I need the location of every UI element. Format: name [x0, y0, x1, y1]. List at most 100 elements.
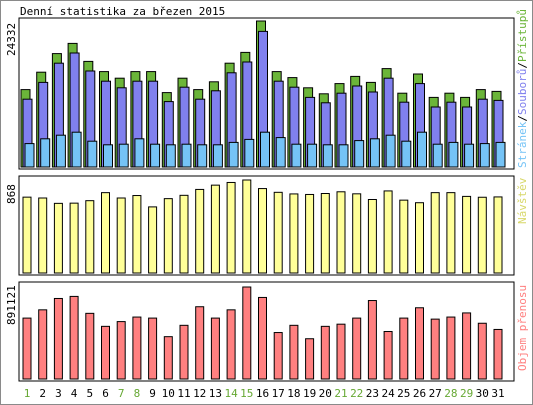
bar-traffic [22, 317, 32, 380]
bar-pages [71, 131, 82, 168]
bar-visits [101, 192, 110, 274]
x-tick-label: 28 [444, 387, 457, 400]
bar-pages [322, 144, 333, 168]
bar-pages [24, 143, 35, 168]
x-tick-label: 9 [149, 387, 156, 400]
bar-visits [258, 188, 267, 274]
bar-pages [55, 134, 66, 168]
x-tick-label: 4 [71, 387, 78, 400]
bar-pages [464, 143, 475, 168]
y-max-label-hits: 24332 [5, 23, 18, 56]
x-tick-label: 27 [429, 387, 442, 400]
x-tick-label: 16 [256, 387, 269, 400]
bar-traffic [430, 318, 440, 380]
x-tick-label: 14 [224, 387, 238, 400]
bar-visits [352, 193, 362, 274]
bar-pages [40, 138, 51, 168]
bar-visits [493, 196, 503, 274]
bar-visits [116, 197, 126, 274]
bar-traffic [85, 312, 95, 380]
bar-pages [181, 143, 192, 168]
bar-pages [338, 144, 349, 168]
bar-traffic [462, 312, 472, 380]
bar-traffic [226, 309, 236, 380]
bar-pages [228, 141, 239, 168]
x-tick-label: 2 [39, 387, 46, 400]
x-tick-label: 5 [86, 387, 93, 400]
x-tick-label: 22 [350, 387, 363, 400]
bar-traffic [258, 296, 267, 380]
x-tick-label: 20 [319, 387, 332, 400]
x-axis-day-labels: 1 2 3 4 5 6 7 8 9 10 11 12 13 14 15 16 17 18 19 20 21 22 23 24 2… [24, 387, 505, 400]
legend-traffic: Objem přenosu [516, 285, 529, 371]
bar-visits [477, 196, 487, 274]
x-tick-label: 26 [413, 387, 426, 400]
bar-traffic [148, 317, 158, 380]
bar-visits [226, 181, 236, 274]
bar-visits [430, 192, 440, 274]
x-tick-label: 25 [397, 387, 410, 400]
x-tick-label: 29 [460, 387, 473, 400]
bar-traffic [399, 317, 409, 380]
bar-pages [479, 143, 490, 168]
bar-visits [336, 191, 346, 274]
bar-traffic [163, 336, 173, 380]
bar-traffic [116, 321, 126, 380]
bar-traffic [132, 316, 142, 380]
bars-traffic [22, 286, 503, 380]
x-tick-label: 23 [366, 387, 379, 400]
bar-visits [85, 200, 95, 274]
legend-item-hits: Přístupů [516, 9, 529, 62]
bar-visits [399, 199, 409, 274]
bar-pages [354, 140, 365, 168]
bar-visits [195, 188, 205, 274]
bars-hits [20, 20, 506, 168]
bar-traffic [210, 317, 220, 380]
bar-visits [320, 193, 330, 274]
bar-visits [210, 184, 220, 274]
bar-visits [289, 193, 299, 274]
bar-visits [383, 190, 393, 274]
bar-pages [244, 138, 255, 168]
bar-visits [179, 194, 189, 274]
legend-item-pages: Stránek [516, 121, 529, 168]
legend-item-files: Souborů [516, 69, 529, 115]
bar-visits [53, 202, 63, 274]
bar-traffic [53, 297, 63, 380]
x-tick-label: 18 [287, 387, 300, 400]
x-tick-label: 8 [134, 387, 141, 400]
legend-separator: / [516, 115, 529, 122]
bar-traffic [415, 307, 424, 380]
bar-traffic [289, 324, 299, 380]
bar-traffic [242, 286, 252, 380]
bar-pages [307, 143, 318, 168]
bar-traffic [69, 295, 79, 380]
bar-pages [103, 144, 113, 168]
bar-pages [291, 143, 302, 168]
bar-visits [415, 202, 424, 274]
bar-pages [165, 144, 176, 168]
bar-traffic [195, 306, 205, 380]
bar-pages [87, 140, 98, 168]
x-tick-label: 1 [24, 387, 31, 400]
bar-pages [260, 131, 270, 168]
bar-pages [197, 144, 208, 168]
bar-traffic [101, 325, 110, 380]
bar-visits [242, 179, 252, 274]
bar-visits [38, 197, 48, 274]
bar-pages [432, 143, 443, 168]
bar-traffic [446, 316, 456, 380]
bar-pages [448, 141, 459, 168]
chart-title: Denní statistika za březen 2015 [20, 5, 225, 18]
bar-pages [401, 140, 412, 168]
bar-pages [118, 143, 129, 168]
x-tick-label: 17 [272, 387, 285, 400]
bars-visits [22, 179, 503, 274]
bar-traffic [493, 328, 503, 380]
bar-pages [495, 141, 506, 168]
bar-visits [462, 195, 472, 274]
bar-pages [369, 138, 380, 168]
legend-separator: / [516, 62, 529, 69]
x-tick-label: 24 [381, 387, 395, 400]
